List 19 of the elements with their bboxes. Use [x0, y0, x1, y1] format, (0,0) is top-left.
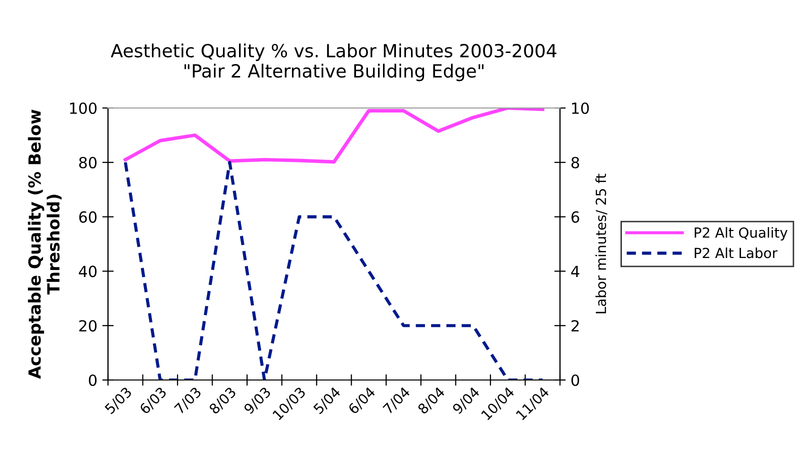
y2-tick-label: 2	[572, 320, 579, 332]
y-tick-label: 60	[79, 211, 97, 223]
y2-tick-label: 10	[572, 102, 589, 114]
line-series	[124, 160, 544, 380]
y-tick-label: 100	[70, 102, 97, 114]
line-series	[124, 108, 544, 164]
y-tick-label: 20	[79, 320, 97, 332]
y-axis-title: Acceptable Quality (% Below Threshold)	[28, 110, 62, 379]
chart-title: Aesthetic Quality % vs. Labor Minutes 2003-2004 "Pair 2 Alternative Building Edge"	[110, 44, 556, 82]
y2-tick-label: 4	[571, 266, 580, 278]
legend-label: P2 Alt Labor	[694, 247, 778, 258]
legend-label: P2 Alt Quality	[694, 227, 788, 241]
y2-axis-title: Labor minutes/ 25 ft	[595, 174, 608, 314]
y2-tick-label: 6	[571, 211, 580, 223]
y2-tick-label: 8	[571, 156, 580, 168]
y-tick-label: 0	[88, 374, 97, 386]
y2-tick-label: 0	[571, 374, 580, 386]
y-tick-label: 80	[79, 156, 97, 168]
y-tick-label: 40	[78, 266, 97, 278]
